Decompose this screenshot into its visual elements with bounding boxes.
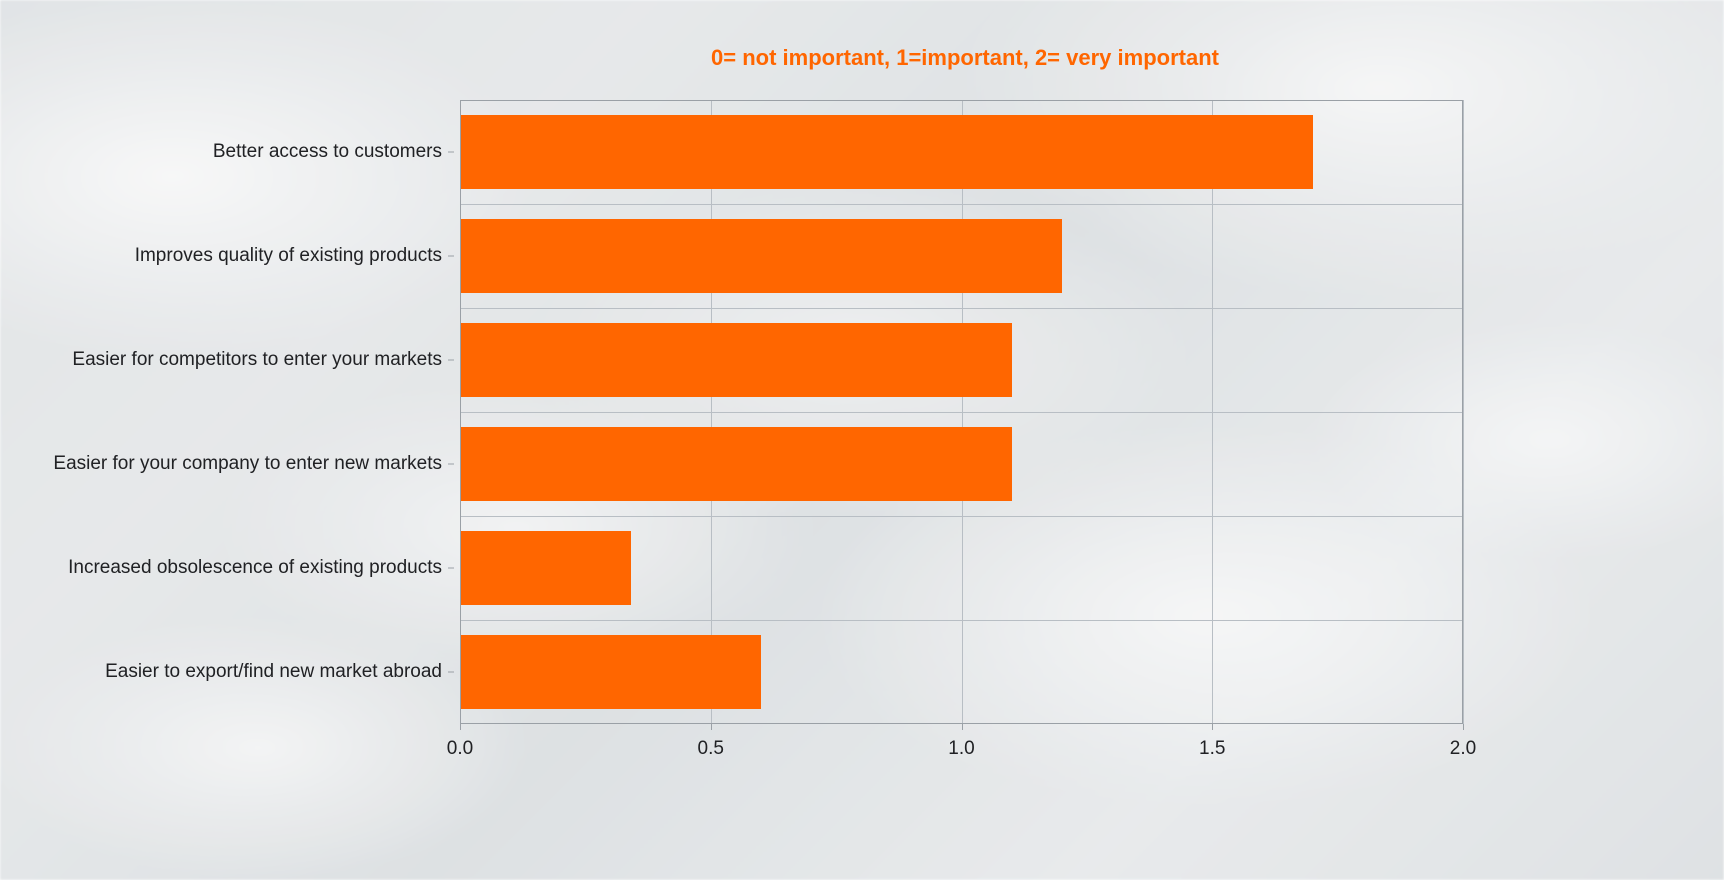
y-tick xyxy=(448,256,454,257)
bar xyxy=(460,323,1012,398)
x-tick-label: 1.0 xyxy=(948,738,974,760)
x-tick-label: 0.0 xyxy=(447,738,473,760)
x-tick xyxy=(962,724,963,730)
bar xyxy=(460,531,631,606)
y-axis-label: Increased obsolescence of existing produ… xyxy=(0,557,442,579)
row-separator xyxy=(460,412,1463,413)
row-separator xyxy=(460,516,1463,517)
x-tick-label: 2.0 xyxy=(1450,738,1476,760)
chart-title: 0= not important, 1=important, 2= very i… xyxy=(711,45,1219,71)
row-separator xyxy=(460,204,1463,205)
bar xyxy=(460,427,1012,502)
y-tick xyxy=(448,360,454,361)
x-gridline xyxy=(1463,100,1464,724)
y-axis-label: Easier to export/find new market abroad xyxy=(0,661,442,683)
y-tick xyxy=(448,568,454,569)
y-tick xyxy=(448,152,454,153)
x-tick-label: 1.5 xyxy=(1199,738,1225,760)
y-axis-label: Easier for your company to enter new mar… xyxy=(0,453,442,475)
x-tick xyxy=(1212,724,1213,730)
row-separator xyxy=(460,308,1463,309)
row-separator xyxy=(460,620,1463,621)
y-axis-label: Better access to customers xyxy=(0,141,442,163)
x-tick xyxy=(460,724,461,730)
bar xyxy=(460,219,1062,294)
y-axis-label: Improves quality of existing products xyxy=(0,245,442,267)
y-axis-label: Easier for competitors to enter your mar… xyxy=(0,349,442,371)
x-tick-label: 0.5 xyxy=(698,738,724,760)
bar xyxy=(460,635,761,710)
x-tick xyxy=(1463,724,1464,730)
bar xyxy=(460,115,1313,190)
y-tick xyxy=(448,464,454,465)
x-tick xyxy=(711,724,712,730)
importance-bar-chart: 0= not important, 1=important, 2= very i… xyxy=(0,0,1724,880)
y-tick xyxy=(448,672,454,673)
plot-area: 0.00.51.01.52.0 xyxy=(460,100,1463,724)
